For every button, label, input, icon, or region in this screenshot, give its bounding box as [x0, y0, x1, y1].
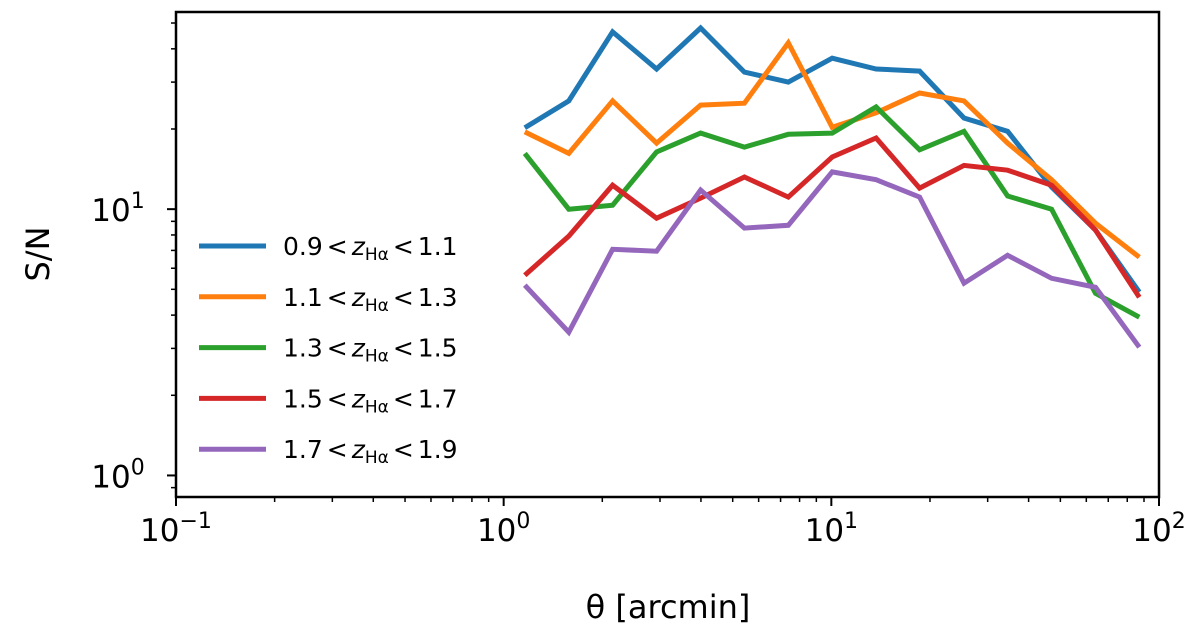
plot-frame [174, 10, 1161, 499]
series-line [523, 134, 1142, 299]
legend-label: 1.3 < zHα <1.5 [283, 334, 458, 367]
x-tick-label: 10−1 [140, 509, 212, 549]
x-tick-label: 100 [477, 509, 530, 549]
x-axis-label: θ [arcmin] [586, 588, 751, 626]
series-line [523, 38, 1141, 260]
x-tick-label: 102 [1132, 509, 1185, 549]
legend-label: 0.9 < zHα <1.1 [283, 232, 458, 265]
legend-label: 1.5 < zHα <1.7 [283, 384, 458, 417]
series-line [522, 169, 1142, 349]
y-tick-label: 100 [91, 455, 144, 495]
legend-label: 1.7 < zHα <1.9 [283, 435, 458, 468]
series-line [522, 103, 1141, 320]
series-lines [522, 24, 1142, 349]
axis-ticks: 10−1 100 101 102 100 101 [91, 22, 1186, 549]
y-axis-label: S/N [19, 226, 57, 281]
legend: 0.9 < zHα <1.1 1.1 < zHα <1.3 1.3 < zHα <1.5 1.5 < zHα… [199, 232, 458, 468]
legend-label: 1.1 < zHα <1.3 [283, 283, 458, 316]
y-tick-label: 101 [91, 189, 144, 229]
x-tick-label: 101 [805, 509, 858, 549]
